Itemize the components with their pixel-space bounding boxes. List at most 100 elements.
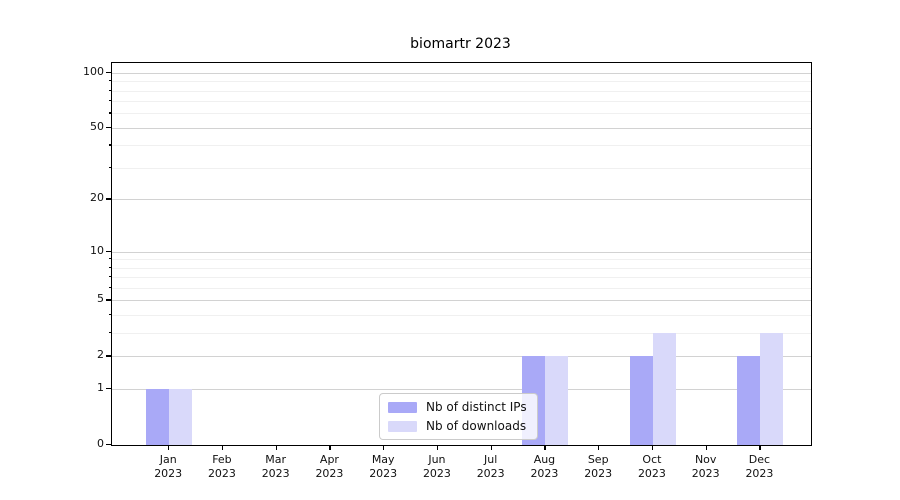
plot-area: Nb of distinct IPs Nb of downloads (111, 62, 812, 446)
y-gridline-major (112, 127, 811, 129)
x-tick-mark (383, 445, 385, 450)
y-gridline-major (112, 72, 811, 74)
y-tick-mark (106, 355, 111, 357)
x-tick-label: Jul 2023 (461, 453, 521, 480)
x-tick-mark (598, 445, 600, 450)
y-gridline-minor (112, 333, 811, 335)
y-minor-tick-mark (108, 332, 111, 334)
x-tick-mark (759, 445, 761, 450)
y-minor-tick-mark (108, 287, 111, 289)
bar-distinct-ips (146, 389, 170, 445)
x-tick-label: Nov 2023 (676, 453, 736, 480)
y-tick-mark (106, 198, 111, 200)
x-tick-label-year: 2023 (691, 466, 720, 480)
legend: Nb of distinct IPs Nb of downloads (379, 393, 538, 440)
y-minor-tick-mark (108, 80, 111, 82)
y-tick-label: 20 (90, 191, 104, 205)
x-tick-mark (544, 445, 546, 450)
y-tick-label: 5 (97, 292, 104, 306)
y-gridline-minor (112, 267, 811, 269)
bar-distinct-ips (629, 356, 653, 445)
x-tick-label-year: 2023 (530, 466, 559, 480)
y-gridline-major (112, 251, 811, 253)
y-gridline-minor (112, 145, 811, 147)
legend-label-downloads: Nb of downloads (426, 419, 527, 433)
x-tick-label-year: 2023 (369, 466, 398, 480)
x-tick-label: Jan 2023 (138, 453, 198, 480)
y-gridline-minor (112, 101, 811, 103)
x-tick-label: Oct 2023 (622, 453, 682, 480)
bar-downloads (545, 356, 569, 445)
legend-item-downloads: Nb of downloads (388, 419, 527, 433)
x-tick-label-year: 2023 (476, 466, 505, 480)
x-tick-mark (490, 445, 492, 450)
x-tick-label: Apr 2023 (299, 453, 359, 480)
legend-swatch-downloads (388, 420, 417, 432)
x-tick-label: Dec 2023 (729, 453, 789, 480)
x-tick-label-year: 2023 (154, 466, 183, 480)
x-tick-label-year: 2023 (422, 466, 451, 480)
x-tick-label: Feb 2023 (192, 453, 252, 480)
x-tick-label-year: 2023 (261, 466, 290, 480)
x-tick-mark (705, 445, 707, 450)
x-tick-label-year: 2023 (315, 466, 344, 480)
y-tick-mark (106, 126, 111, 129)
x-tick-mark (436, 445, 439, 450)
x-tick-mark (168, 445, 170, 450)
y-gridline-minor (112, 315, 811, 317)
x-tick-label: Aug 2023 (514, 453, 574, 480)
x-tick-label-year: 2023 (637, 466, 666, 480)
y-gridline-minor (112, 259, 811, 261)
y-tick-label: 50 (90, 119, 104, 133)
y-minor-tick-mark (108, 144, 111, 146)
legend-swatch-distinct-ips (388, 401, 417, 413)
y-gridline-major (112, 389, 811, 391)
chart-title: biomartr 2023 (410, 36, 511, 52)
x-tick-label-year: 2023 (584, 466, 613, 480)
y-gridline-major (112, 199, 811, 201)
y-minor-tick-mark (108, 100, 111, 102)
x-tick-label: Mar 2023 (246, 453, 306, 480)
legend-item-distinct-ips: Nb of distinct IPs (388, 400, 527, 414)
x-tick-label: Jun 2023 (407, 453, 467, 480)
y-gridline-minor (112, 81, 811, 83)
y-minor-tick-mark (108, 266, 111, 268)
y-tick-label: 100 (83, 64, 104, 78)
x-tick-mark (221, 445, 224, 450)
y-gridline-major (112, 300, 811, 302)
y-tick-mark (106, 71, 111, 73)
bar-distinct-ips (737, 356, 761, 445)
bar-downloads (652, 333, 676, 445)
y-gridline-minor (112, 90, 811, 92)
x-tick-label: Sep 2023 (568, 453, 628, 480)
y-minor-tick-mark (108, 167, 111, 169)
bar-downloads (169, 389, 193, 445)
y-gridline-minor (112, 288, 811, 290)
bar-downloads (760, 333, 784, 445)
x-tick-label-year: 2023 (745, 466, 774, 480)
y-tick-mark (106, 250, 111, 252)
y-minor-tick-mark (108, 276, 111, 278)
legend-label-distinct-ips: Nb of distinct IPs (426, 400, 527, 414)
x-tick-mark (275, 445, 277, 450)
y-minor-tick-mark (108, 89, 111, 91)
y-minor-tick-mark (108, 314, 111, 316)
y-tick-mark (106, 299, 111, 301)
y-tick-label: 1 (97, 381, 104, 395)
y-tick-mark (106, 444, 111, 446)
y-tick-label: 2 (97, 348, 104, 362)
x-tick-label-year: 2023 (207, 466, 236, 480)
y-tick-label: 0 (97, 437, 104, 450)
y-tick-label: 10 (90, 243, 104, 257)
y-gridline-minor (112, 113, 811, 115)
y-minor-tick-mark (108, 258, 111, 260)
y-minor-tick-mark (108, 112, 111, 114)
x-tick-mark (651, 445, 654, 450)
y-tick-mark (106, 388, 111, 390)
x-tick-mark (329, 445, 331, 450)
y-gridline-minor (112, 168, 811, 170)
y-gridline-major (112, 356, 811, 358)
x-tick-label: May 2023 (353, 453, 413, 480)
y-gridline-minor (112, 277, 811, 279)
